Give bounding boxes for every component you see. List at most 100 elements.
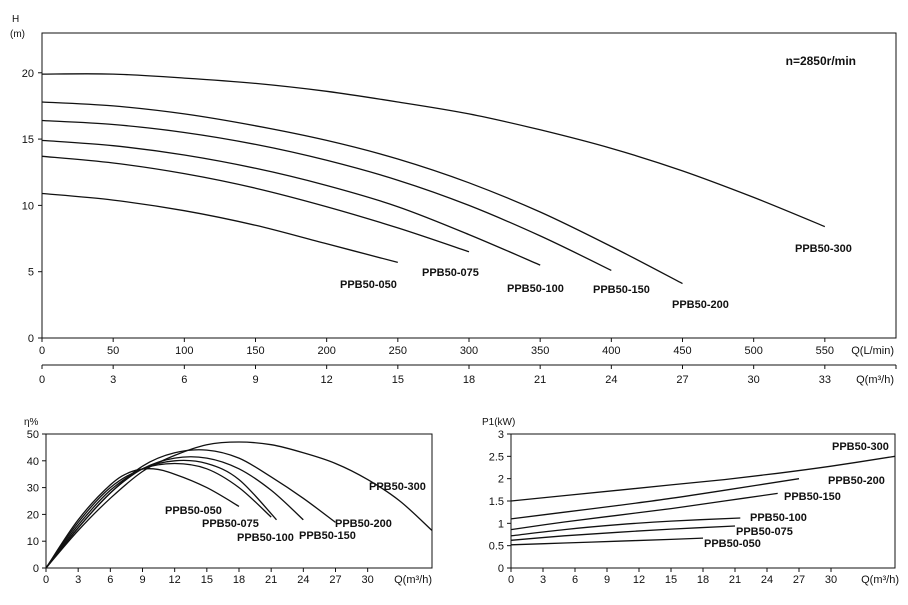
eff-xtick-label: 27 (329, 574, 341, 586)
head-ytick-label: 15 (22, 134, 34, 146)
head-x2tick-label: 6 (181, 374, 187, 386)
head-series-label: PPB50-075 (422, 267, 479, 279)
power-ytick-label: 2 (498, 474, 504, 486)
eff-xtick-label: 21 (265, 574, 277, 586)
head-xtick-label: 250 (389, 345, 407, 357)
head-xtick-label: 0 (39, 345, 45, 357)
head-curve-ppb50-050 (41, 192, 398, 264)
power-curve-ppb50-100 (510, 517, 741, 537)
power-curve-ppb50-150 (510, 492, 778, 531)
head-ylabel: H (12, 14, 19, 25)
power-series-label: PPB50-075 (736, 526, 793, 538)
head-x2label: Q(m³/h) (856, 374, 894, 386)
power-ytick-label: 1 (498, 518, 504, 530)
head-series-label: PPB50-150 (593, 284, 650, 296)
power-series-label: PPB50-150 (784, 491, 841, 503)
head-ytick-label: 20 (22, 68, 34, 80)
eff-curve-ppb50-200 (45, 449, 336, 569)
head-x2tick-label: 24 (605, 374, 617, 386)
head-xtick-label: 200 (317, 345, 335, 357)
head-x2tick-label: 0 (39, 374, 45, 386)
head-yunit: (m) (10, 29, 25, 40)
head-xtick-label: 300 (460, 345, 478, 357)
power-xtick-label: 15 (665, 574, 677, 586)
eff-series-label: PPB50-050 (165, 505, 222, 517)
power-xtick-label: 0 (508, 574, 514, 586)
eff-series-label: PPB50-075 (202, 518, 259, 530)
power-series-label: PPB50-050 (704, 538, 761, 550)
eff-ytick-label: 10 (27, 536, 39, 548)
head-curve-ppb50-150 (41, 119, 612, 271)
head-x2tick-label: 9 (252, 374, 258, 386)
power-xlabel: Q(m³/h) (861, 574, 899, 586)
eff-xtick-label: 6 (107, 574, 113, 586)
eff-xtick-label: 3 (75, 574, 81, 586)
eff-ylabel: η% (24, 417, 39, 428)
power-series-label: PPB50-200 (828, 475, 885, 487)
head-chart-frame (41, 32, 897, 339)
head-x2tick-label: 30 (748, 374, 760, 386)
head-xtick-label: 400 (602, 345, 620, 357)
head-series-label: PPB50-100 (507, 283, 564, 295)
power-curve-ppb50-200 (510, 478, 800, 520)
power-xtick-label: 12 (633, 574, 645, 586)
head-curve-ppb50-300 (41, 73, 826, 228)
head-ytick-label: 10 (22, 200, 34, 212)
head-curve-ppb50-200 (41, 101, 683, 285)
eff-ytick-label: 50 (27, 429, 39, 441)
eff-ytick-label: 30 (27, 483, 39, 495)
speed-annotation: n=2850r/min (786, 54, 856, 68)
head-ytick-label: 0 (28, 333, 34, 345)
eff-xtick-label: 9 (139, 574, 145, 586)
head-curve-ppb50-100 (41, 139, 541, 266)
head-xtick-label: 50 (107, 345, 119, 357)
power-ylabel: P1(kW) (482, 417, 515, 428)
eff-xtick-label: 24 (297, 574, 309, 586)
head-series-label: PPB50-050 (340, 279, 397, 291)
power-xtick-label: 21 (729, 574, 741, 586)
power-ytick-label: 3 (498, 429, 504, 441)
eff-xtick-label: 15 (201, 574, 213, 586)
power-xtick-label: 3 (540, 574, 546, 586)
power-xtick-label: 18 (697, 574, 709, 586)
head-xtick-label: 150 (246, 345, 264, 357)
power-xtick-label: 30 (825, 574, 837, 586)
head-xtick-label: 350 (531, 345, 549, 357)
head-xtick-label: 450 (673, 345, 691, 357)
eff-xtick-label: 12 (169, 574, 181, 586)
head-x2tick-label: 15 (392, 374, 404, 386)
power-ytick-label: 0 (498, 563, 504, 575)
head-series-label: PPB50-300 (795, 243, 852, 255)
power-curve-ppb50-050 (510, 537, 704, 546)
power-xtick-label: 24 (761, 574, 773, 586)
head-x2tick-label: 21 (534, 374, 546, 386)
eff-xlabel: Q(m³/h) (394, 574, 432, 586)
power-ytick-label: 0.5 (489, 541, 504, 553)
power-series-label: PPB50-100 (750, 512, 807, 524)
eff-series-label: PPB50-200 (335, 518, 392, 530)
head-xtick-label: 100 (175, 345, 193, 357)
power-xtick-label: 9 (604, 574, 610, 586)
eff-xtick-label: 0 (43, 574, 49, 586)
eff-curve-ppb50-300 (45, 441, 433, 569)
power-curve-ppb50-075 (510, 525, 736, 541)
head-x2tick-label: 18 (463, 374, 475, 386)
eff-xtick-label: 30 (362, 574, 374, 586)
head-series-label: PPB50-200 (672, 299, 729, 311)
head-xlabel: Q(L/min) (851, 345, 894, 357)
head-xtick-label: 550 (816, 345, 834, 357)
eff-series-label: PPB50-100 (237, 532, 294, 544)
eff-ytick-label: 20 (27, 509, 39, 521)
head-curve-ppb50-075 (41, 155, 470, 253)
eff-ytick-label: 40 (27, 456, 39, 468)
power-ytick-label: 1.5 (489, 496, 504, 508)
power-xtick-label: 27 (793, 574, 805, 586)
head-xtick-label: 500 (744, 345, 762, 357)
eff-ytick-label: 0 (33, 563, 39, 575)
eff-chart-frame (45, 433, 433, 569)
power-series-label: PPB50-300 (832, 441, 889, 453)
head-x2tick-label: 27 (676, 374, 688, 386)
head-x2tick-label: 12 (321, 374, 333, 386)
power-xtick-label: 6 (572, 574, 578, 586)
